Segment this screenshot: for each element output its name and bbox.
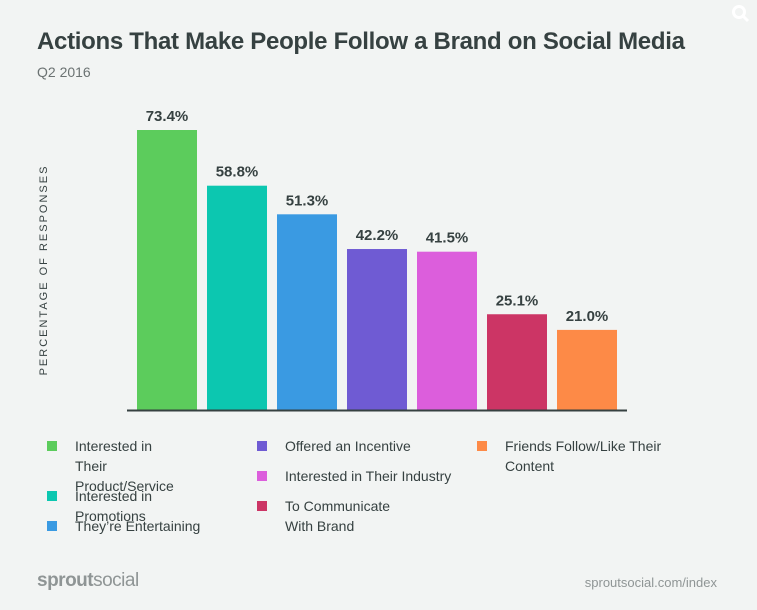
legend-item: Offered an Incentive (257, 436, 432, 456)
legend-swatch (257, 441, 267, 451)
logo-light: social (93, 570, 139, 591)
legend-label: Interested in Their Industry (285, 468, 452, 484)
data-label: 73.4% (146, 108, 189, 125)
data-label: 25.1% (496, 292, 539, 309)
legend-swatch (257, 471, 267, 481)
legend-swatch (47, 521, 57, 531)
legend-label: Interested in Their Product/Service (75, 438, 174, 494)
legend-swatch (477, 441, 487, 451)
legend-item: Interested in Their Industry (257, 466, 467, 486)
chart-subtitle: Q2 2016 (37, 64, 91, 80)
logo-bold: sprout (37, 570, 94, 591)
bar (557, 329, 617, 410)
bar (487, 314, 547, 410)
source-url[interactable]: sproutsocial.com/index (584, 575, 717, 590)
bar (277, 214, 337, 410)
search-icon[interactable] (731, 4, 751, 29)
data-label: 42.2% (356, 227, 399, 244)
legend-label: Friends Follow/Like Their Content (505, 438, 662, 474)
sproutsocial-logo: sproutsocial (37, 570, 139, 592)
legend-swatch (47, 441, 57, 451)
legend-item: Interested in Promotions (47, 486, 222, 526)
legend-label: Offered an Incentive (285, 438, 411, 454)
bar (347, 249, 407, 410)
data-label: 58.8% (216, 164, 259, 181)
legend-label: They’re Entertaining (75, 518, 201, 534)
data-label: 21.0% (566, 308, 609, 325)
data-label: 51.3% (286, 192, 329, 209)
bar (417, 251, 477, 410)
legend-item: To Communicate With Brand (257, 496, 407, 536)
bar (207, 185, 267, 410)
chart-title: Actions That Make People Follow a Brand … (37, 28, 685, 55)
legend-swatch (47, 491, 57, 501)
bar (137, 130, 197, 410)
legend-item: They’re Entertaining (47, 516, 222, 536)
legend-swatch (257, 501, 267, 511)
legend-label: To Communicate With Brand (285, 498, 391, 534)
legend-item: Interested in Their Product/Service (47, 436, 187, 496)
data-label: 41.5% (426, 230, 469, 247)
legend-item: Friends Follow/Like Their Content (477, 436, 687, 476)
legend-label: Interested in Promotions (75, 488, 153, 524)
